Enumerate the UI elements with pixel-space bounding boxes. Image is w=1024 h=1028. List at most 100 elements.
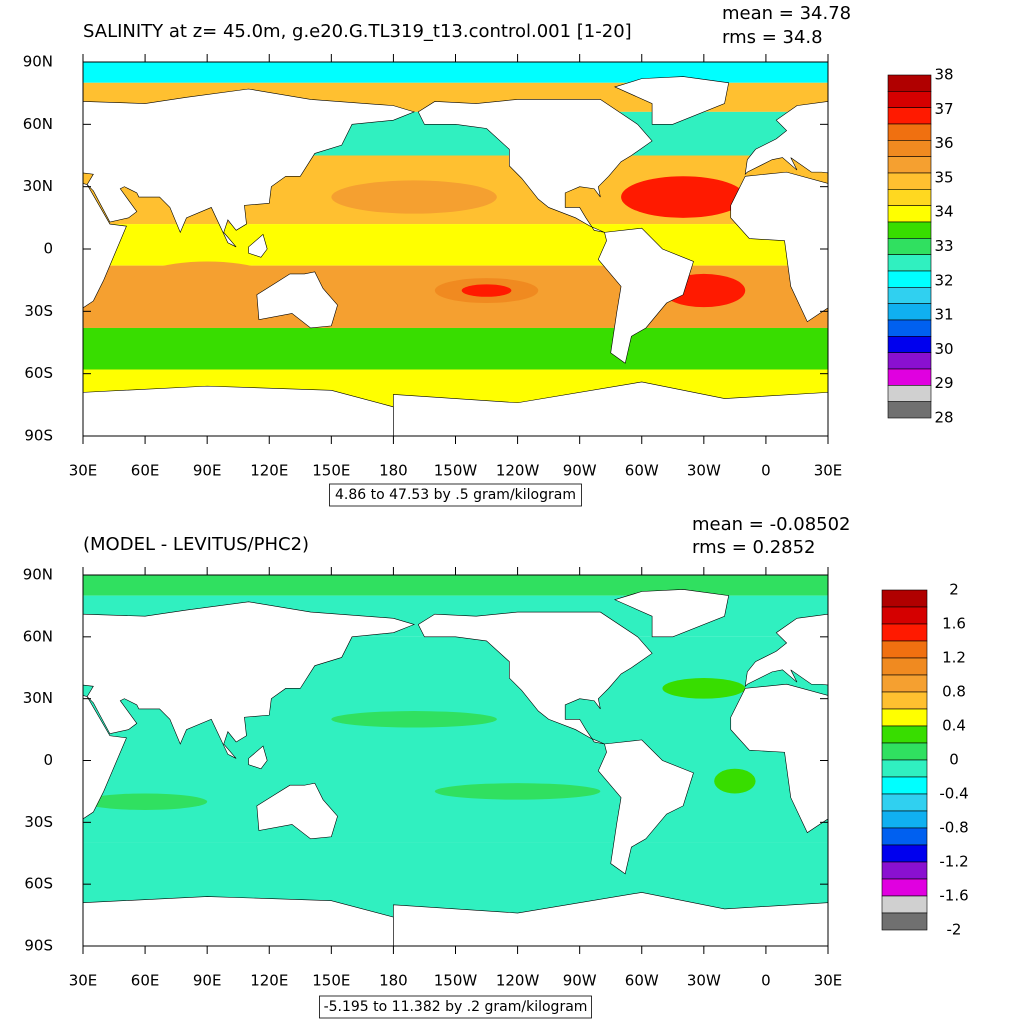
lat-label: 0 — [43, 240, 53, 258]
colorbar-box — [882, 590, 927, 607]
colorbar-label: -0.8 — [939, 819, 968, 837]
lat-label: 30N — [23, 689, 53, 707]
colorbar-box — [888, 353, 931, 369]
lon-label: 90W — [563, 972, 597, 990]
colorbar-box — [882, 862, 927, 879]
land — [1002, 783, 1024, 839]
lat-label: 90S — [24, 937, 53, 955]
colorbar-box — [888, 157, 931, 173]
colorbar-box — [882, 794, 927, 811]
colorbar-box — [882, 658, 927, 675]
lat-label: 60N — [23, 115, 53, 133]
lat-label: 30N — [23, 177, 53, 195]
colorbar-box — [882, 828, 927, 845]
colorbar-box — [888, 336, 931, 352]
colorbar-box — [888, 206, 931, 222]
colorbar-label: 2 — [949, 581, 959, 599]
lon-label: 30E — [69, 462, 98, 480]
colorbar-box — [888, 222, 931, 238]
mean-label: mean = -0.08502 — [692, 514, 851, 535]
lon-label: 30E — [69, 972, 98, 990]
colorbar-label: 37 — [934, 100, 953, 118]
colorbar-label: 32 — [934, 271, 953, 289]
lon-label: 120W — [496, 462, 540, 480]
lon-label: 180 — [379, 972, 408, 990]
colorbar-box — [882, 641, 927, 658]
lon-label: 180 — [379, 462, 408, 480]
contour-info: -5.195 to 11.382 by .2 gram/kilogram — [324, 999, 588, 1015]
colorbar-box — [882, 726, 927, 743]
colorbar-box — [888, 173, 931, 189]
lon-label: 150W — [434, 972, 478, 990]
lon-label: 30E — [814, 462, 843, 480]
colorbar-label: -0.4 — [939, 785, 968, 803]
ocean-feature — [621, 176, 745, 218]
colorbar-label: -2 — [947, 921, 962, 939]
lat-label: 90S — [24, 427, 53, 445]
colorbar-box — [882, 896, 927, 913]
lon-label: 0 — [761, 462, 771, 480]
lat-label: 30S — [24, 302, 53, 320]
colorbar-box — [882, 913, 927, 930]
ocean-feature — [0, 769, 11, 794]
colorbar-box — [882, 760, 927, 777]
lon-label: 150W — [434, 462, 478, 480]
ocean-band — [83, 575, 828, 596]
colorbar-box — [888, 124, 931, 140]
lon-label: 90E — [193, 462, 222, 480]
colorbar-label: 1.2 — [942, 649, 966, 667]
colorbar-box — [888, 369, 931, 385]
colorbar-label: 1.6 — [942, 615, 966, 633]
contour-info: 4.86 to 47.53 by .5 gram/kilogram — [335, 487, 576, 503]
colorbar-label: 35 — [934, 168, 953, 186]
lon-label: 90W — [563, 462, 597, 480]
lon-label: 120E — [250, 972, 288, 990]
colorbar-label: -1.2 — [939, 853, 968, 871]
colorbar-label: 0.4 — [942, 717, 966, 735]
lon-label: 90E — [193, 972, 222, 990]
land — [994, 746, 1013, 769]
ocean-feature — [331, 180, 497, 213]
lon-label: 120W — [496, 972, 540, 990]
lon-label: 30W — [687, 462, 721, 480]
colorbar-box — [888, 108, 931, 124]
lat-label: 60N — [23, 627, 53, 645]
colorbar-box — [882, 811, 927, 828]
colorbar-box — [882, 845, 927, 862]
ocean-feature — [331, 711, 497, 727]
lat-label: 0 — [43, 751, 53, 769]
land — [994, 234, 1013, 257]
colorbar-box — [888, 271, 931, 287]
colorbar-label: 29 — [934, 374, 953, 392]
colorbar-box — [888, 75, 931, 91]
rms-label: rms = 0.2852 — [692, 537, 816, 558]
colorbar-label: 36 — [934, 134, 953, 152]
ocean-band — [83, 62, 828, 83]
lat-label: 90N — [23, 53, 53, 71]
colorbar-box — [888, 140, 931, 156]
mean-label: mean = 34.78 — [722, 3, 851, 24]
colorbar-box — [882, 607, 927, 624]
ocean-feature — [435, 783, 601, 799]
lat-label: 30S — [24, 813, 53, 831]
colorbar-label: 34 — [934, 203, 953, 221]
lon-label: 60W — [625, 972, 659, 990]
lon-label: 150E — [312, 462, 350, 480]
colorbar-box — [888, 238, 931, 254]
map — [0, 62, 1024, 436]
colorbar-box — [882, 743, 927, 760]
colorbar-label: 33 — [934, 237, 953, 255]
lon-label: 120E — [250, 462, 288, 480]
ocean-band — [83, 224, 828, 266]
colorbar-box — [888, 385, 931, 401]
lat-label: 60S — [24, 875, 53, 893]
panel-title: (MODEL - LEVITUS/PHC2) — [83, 534, 309, 555]
colorbar-label: 28 — [934, 409, 953, 427]
ocean-band — [83, 328, 828, 370]
panel-title: SALINITY at z= 45.0m, g.e20.G.TL319_t13.… — [83, 21, 632, 42]
colorbar-label: 31 — [934, 306, 953, 324]
colorbar-label: -1.6 — [939, 887, 968, 905]
colorbar-box — [888, 287, 931, 303]
lon-label: 30E — [814, 972, 843, 990]
